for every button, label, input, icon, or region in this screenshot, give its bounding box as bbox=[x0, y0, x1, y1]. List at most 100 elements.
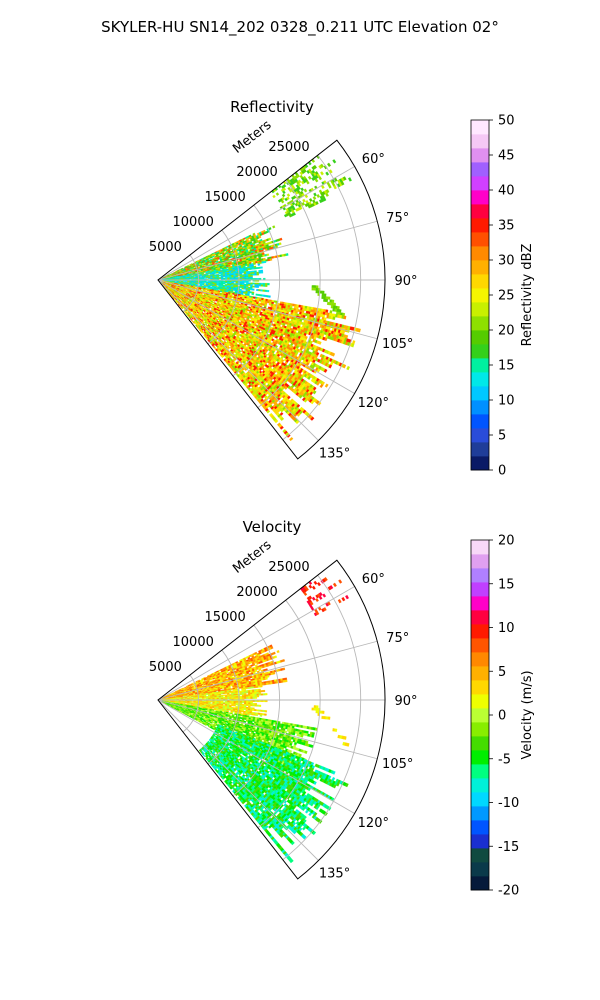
echo-gate bbox=[256, 288, 259, 292]
echo-gate bbox=[312, 196, 317, 200]
echo-gate bbox=[252, 285, 255, 288]
echo-gate bbox=[332, 159, 337, 164]
echo-gate bbox=[278, 242, 282, 246]
echo-gate bbox=[262, 284, 266, 287]
echo-gate bbox=[331, 299, 335, 303]
echo-gate bbox=[262, 289, 266, 292]
echo-gate bbox=[205, 285, 209, 288]
echo-gate bbox=[302, 198, 306, 203]
echo-gate bbox=[275, 245, 279, 249]
echo-gate bbox=[257, 293, 261, 297]
echo-gate bbox=[251, 267, 255, 270]
panel-reflectivity: Reflectivity500010000150002000025000Mete… bbox=[149, 98, 535, 479]
echo-gate bbox=[248, 276, 251, 279]
echo-gate bbox=[244, 264, 248, 267]
echo-gate bbox=[268, 227, 272, 231]
echo-gate bbox=[216, 272, 219, 274]
echo-gate bbox=[268, 295, 271, 298]
echo-gate bbox=[305, 180, 310, 185]
echo-gate bbox=[282, 187, 287, 191]
echo-gate bbox=[333, 302, 336, 307]
echo-gate bbox=[253, 267, 257, 270]
echo-gate bbox=[313, 285, 317, 289]
echo-gate bbox=[250, 275, 253, 278]
echo-gate bbox=[254, 282, 258, 285]
echo-gate bbox=[321, 293, 325, 297]
echo-gate bbox=[297, 182, 302, 187]
echo-gate bbox=[199, 275, 203, 277]
echo-gate bbox=[260, 282, 264, 285]
echo-gate bbox=[323, 293, 327, 297]
echo-gate bbox=[251, 288, 255, 291]
echo-gate bbox=[282, 190, 286, 195]
echo-gate bbox=[250, 284, 253, 286]
echo-gate bbox=[342, 176, 347, 181]
echo-gate bbox=[266, 289, 270, 293]
echo-gate bbox=[336, 306, 340, 310]
echo-gate bbox=[241, 271, 245, 274]
echo-gate bbox=[338, 309, 342, 313]
echo-gate bbox=[313, 192, 317, 197]
echo-gate bbox=[322, 197, 327, 202]
echo-gate bbox=[325, 298, 328, 303]
echo-gate bbox=[206, 277, 209, 279]
echo-gate bbox=[218, 274, 222, 277]
echo-gate bbox=[292, 212, 296, 216]
echo-gate bbox=[193, 275, 196, 277]
echo-gate bbox=[332, 316, 336, 320]
echo-gate bbox=[333, 185, 337, 190]
echo-gate bbox=[318, 176, 323, 181]
echo-gate bbox=[251, 293, 255, 296]
echo-gate bbox=[303, 188, 308, 193]
echo-gate bbox=[327, 296, 331, 300]
echo-gate bbox=[260, 266, 263, 269]
echo-gate bbox=[241, 287, 245, 290]
echo-gate bbox=[231, 277, 234, 279]
echo-gate bbox=[316, 194, 321, 199]
echo-gate bbox=[227, 280, 230, 283]
echo-gate bbox=[264, 289, 268, 292]
echo-gate bbox=[210, 284, 213, 287]
echo-gate bbox=[272, 225, 276, 229]
echo-gate bbox=[208, 278, 211, 280]
echo-gate bbox=[325, 189, 330, 194]
echo-gate bbox=[258, 282, 262, 285]
echo-gate bbox=[314, 178, 319, 183]
echo-gate bbox=[248, 283, 251, 286]
echo-gate bbox=[319, 290, 323, 294]
echo-gate bbox=[232, 289, 236, 291]
echo-gate bbox=[227, 277, 230, 279]
echo-gate bbox=[259, 294, 263, 297]
echo-gate bbox=[269, 258, 273, 261]
echo-gate bbox=[216, 284, 219, 286]
echo-gate bbox=[266, 253, 270, 257]
echo-gate bbox=[343, 315, 347, 320]
echo-gate bbox=[267, 283, 270, 286]
echo-gate bbox=[249, 267, 253, 270]
echo-gate bbox=[244, 281, 247, 283]
echo-gate bbox=[187, 281, 190, 283]
echo-gate bbox=[256, 282, 260, 285]
echo-gate bbox=[214, 272, 217, 274]
echo-gate bbox=[226, 266, 229, 269]
echo-gate bbox=[324, 383, 329, 388]
echo-gate bbox=[311, 285, 315, 289]
echo-gate bbox=[279, 237, 283, 241]
echo-gate bbox=[326, 162, 332, 168]
echo-gate bbox=[255, 293, 259, 296]
echo-gate bbox=[245, 272, 249, 275]
echo-gate bbox=[218, 288, 221, 290]
echo-gate bbox=[282, 183, 287, 188]
echo-gate bbox=[220, 277, 224, 280]
echo-gate bbox=[307, 175, 312, 180]
echo-gate bbox=[207, 273, 211, 275]
echo-gate bbox=[247, 268, 251, 271]
echo-gate bbox=[262, 282, 266, 286]
echo-gate bbox=[249, 291, 253, 294]
echo-gate bbox=[257, 263, 261, 266]
echo-gate bbox=[347, 177, 352, 182]
echo-gate bbox=[203, 281, 207, 284]
echo-gate bbox=[218, 272, 221, 275]
echo-gate bbox=[268, 237, 272, 241]
